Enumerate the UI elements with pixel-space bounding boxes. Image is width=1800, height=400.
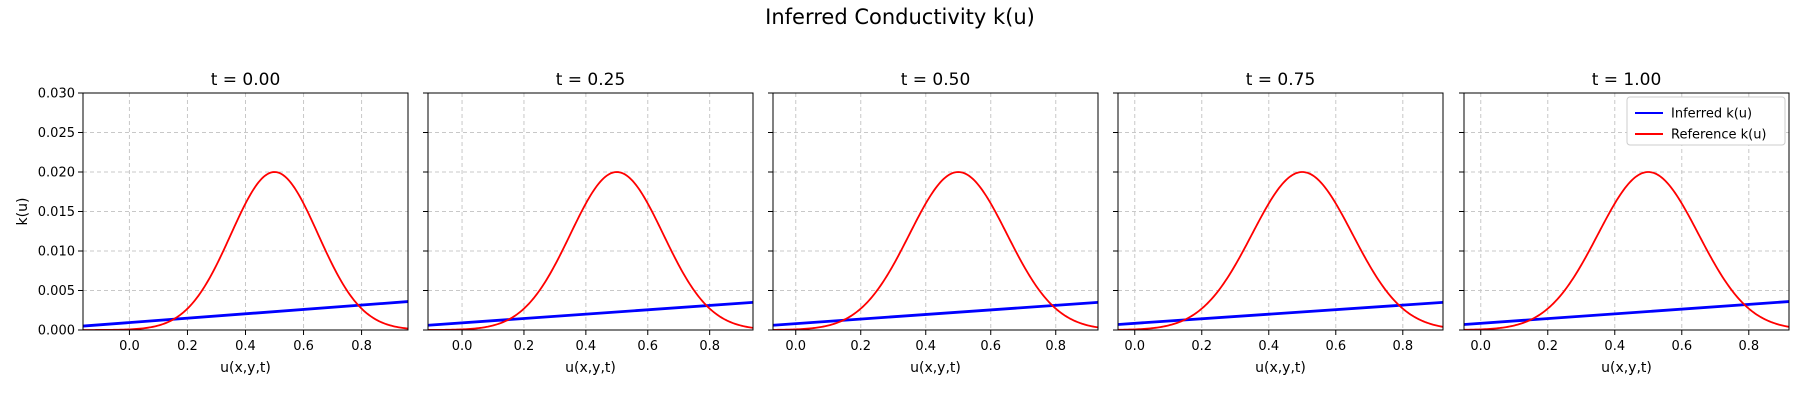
series-line-inferred	[83, 300, 408, 328]
plot-frame	[1463, 92, 1790, 331]
x-axis-label: u(x,y,t)	[910, 360, 961, 376]
series-line-inferred	[773, 300, 1098, 327]
x-axis-label: u(x,y,t)	[1255, 360, 1306, 376]
series-line-inferred	[1118, 300, 1443, 326]
subplot-title: t = 0.00	[211, 70, 281, 90]
x-tick-label: 0.8	[1738, 339, 1759, 354]
x-tick-label: 0.4	[915, 339, 936, 354]
x-tick-label: 0.0	[1470, 339, 1491, 354]
subplot-title: t = 0.75	[1246, 70, 1316, 90]
x-tick-label: 0.8	[1045, 339, 1066, 354]
subplot-4: 0.0 0.2 0.4 0.6 0.8 t = 1.00 u(x,y,t) Inferred …	[1459, 70, 1790, 376]
x-tick-label: 0.0	[1124, 339, 1145, 354]
plot-frame	[772, 92, 1099, 331]
series-line-inferred	[1464, 300, 1789, 326]
plot-frame	[1117, 92, 1444, 331]
series-line-reference	[1118, 171, 1443, 330]
x-axis-label: u(x,y,t)	[220, 360, 271, 376]
figure-title: Inferred Conductivity k(u)	[765, 5, 1035, 29]
series-line-reference	[1464, 171, 1789, 330]
x-tick-label: 0.2	[1537, 339, 1558, 354]
x-tick-label: 0.6	[637, 339, 658, 354]
subplot-0: 0.000 0.005 0.010 0.015 0.020 0.025 0.030 0.0 0.…	[15, 70, 409, 376]
x-tick-label: 0.6	[293, 339, 314, 354]
y-tick-label: 0.030	[38, 87, 75, 102]
y-tick-label: 0.025	[38, 126, 75, 141]
plot-frame	[82, 92, 409, 331]
series-line-reference	[773, 171, 1098, 330]
subplot-title: t = 0.25	[556, 70, 626, 90]
y-tick-label: 0.000	[38, 324, 75, 339]
x-axis-label: u(x,y,t)	[565, 360, 616, 376]
x-tick-label: 0.6	[1671, 339, 1692, 354]
legend: Inferred k(u) Reference k(u)	[1626, 96, 1786, 146]
x-tick-label: 0.0	[119, 339, 140, 354]
series-line-inferred	[428, 300, 753, 327]
y-tick-label: 0.020	[38, 166, 75, 181]
x-tick-label: 0.8	[1392, 339, 1413, 354]
legend-label: Inferred k(u)	[1671, 107, 1752, 122]
y-axis-label: k(u)	[15, 198, 31, 226]
subplot-title: t = 1.00	[1592, 70, 1662, 90]
legend-label: Reference k(u)	[1671, 128, 1767, 143]
subplot-1: 0.0 0.2 0.4 0.6 0.8 t = 0.25 u(x,y,t)	[423, 70, 754, 376]
subplot-3: 0.0 0.2 0.4 0.6 0.8 t = 0.75 u(x,y,t)	[1113, 70, 1444, 376]
x-tick-label: 0.4	[235, 339, 256, 354]
x-tick-label: 0.4	[1604, 339, 1625, 354]
x-tick-label: 0.2	[177, 339, 198, 354]
series-line-reference	[83, 171, 408, 330]
x-tick-label: 0.6	[1325, 339, 1346, 354]
x-tick-label: 0.2	[514, 339, 535, 354]
y-tick-label: 0.010	[38, 245, 75, 260]
x-tick-label: 0.4	[576, 339, 597, 354]
x-axis-label: u(x,y,t)	[1601, 360, 1652, 376]
x-tick-label: 0.6	[980, 339, 1001, 354]
subplot-title: t = 0.50	[901, 70, 971, 90]
x-tick-label: 0.8	[699, 339, 720, 354]
subplot-2: 0.0 0.2 0.4 0.6 0.8 t = 0.50 u(x,y,t)	[768, 70, 1099, 376]
x-tick-label: 0.2	[1191, 339, 1212, 354]
x-tick-label: 0.0	[452, 339, 473, 354]
plot-frame	[427, 92, 754, 331]
x-tick-label: 0.0	[785, 339, 806, 354]
x-tick-label: 0.8	[351, 339, 372, 354]
y-tick-label: 0.005	[38, 284, 75, 299]
y-tick-label: 0.015	[38, 205, 75, 220]
x-tick-label: 0.2	[850, 339, 871, 354]
legend-box	[1626, 96, 1786, 146]
x-tick-label: 0.4	[1258, 339, 1279, 354]
series-line-reference	[428, 171, 753, 330]
